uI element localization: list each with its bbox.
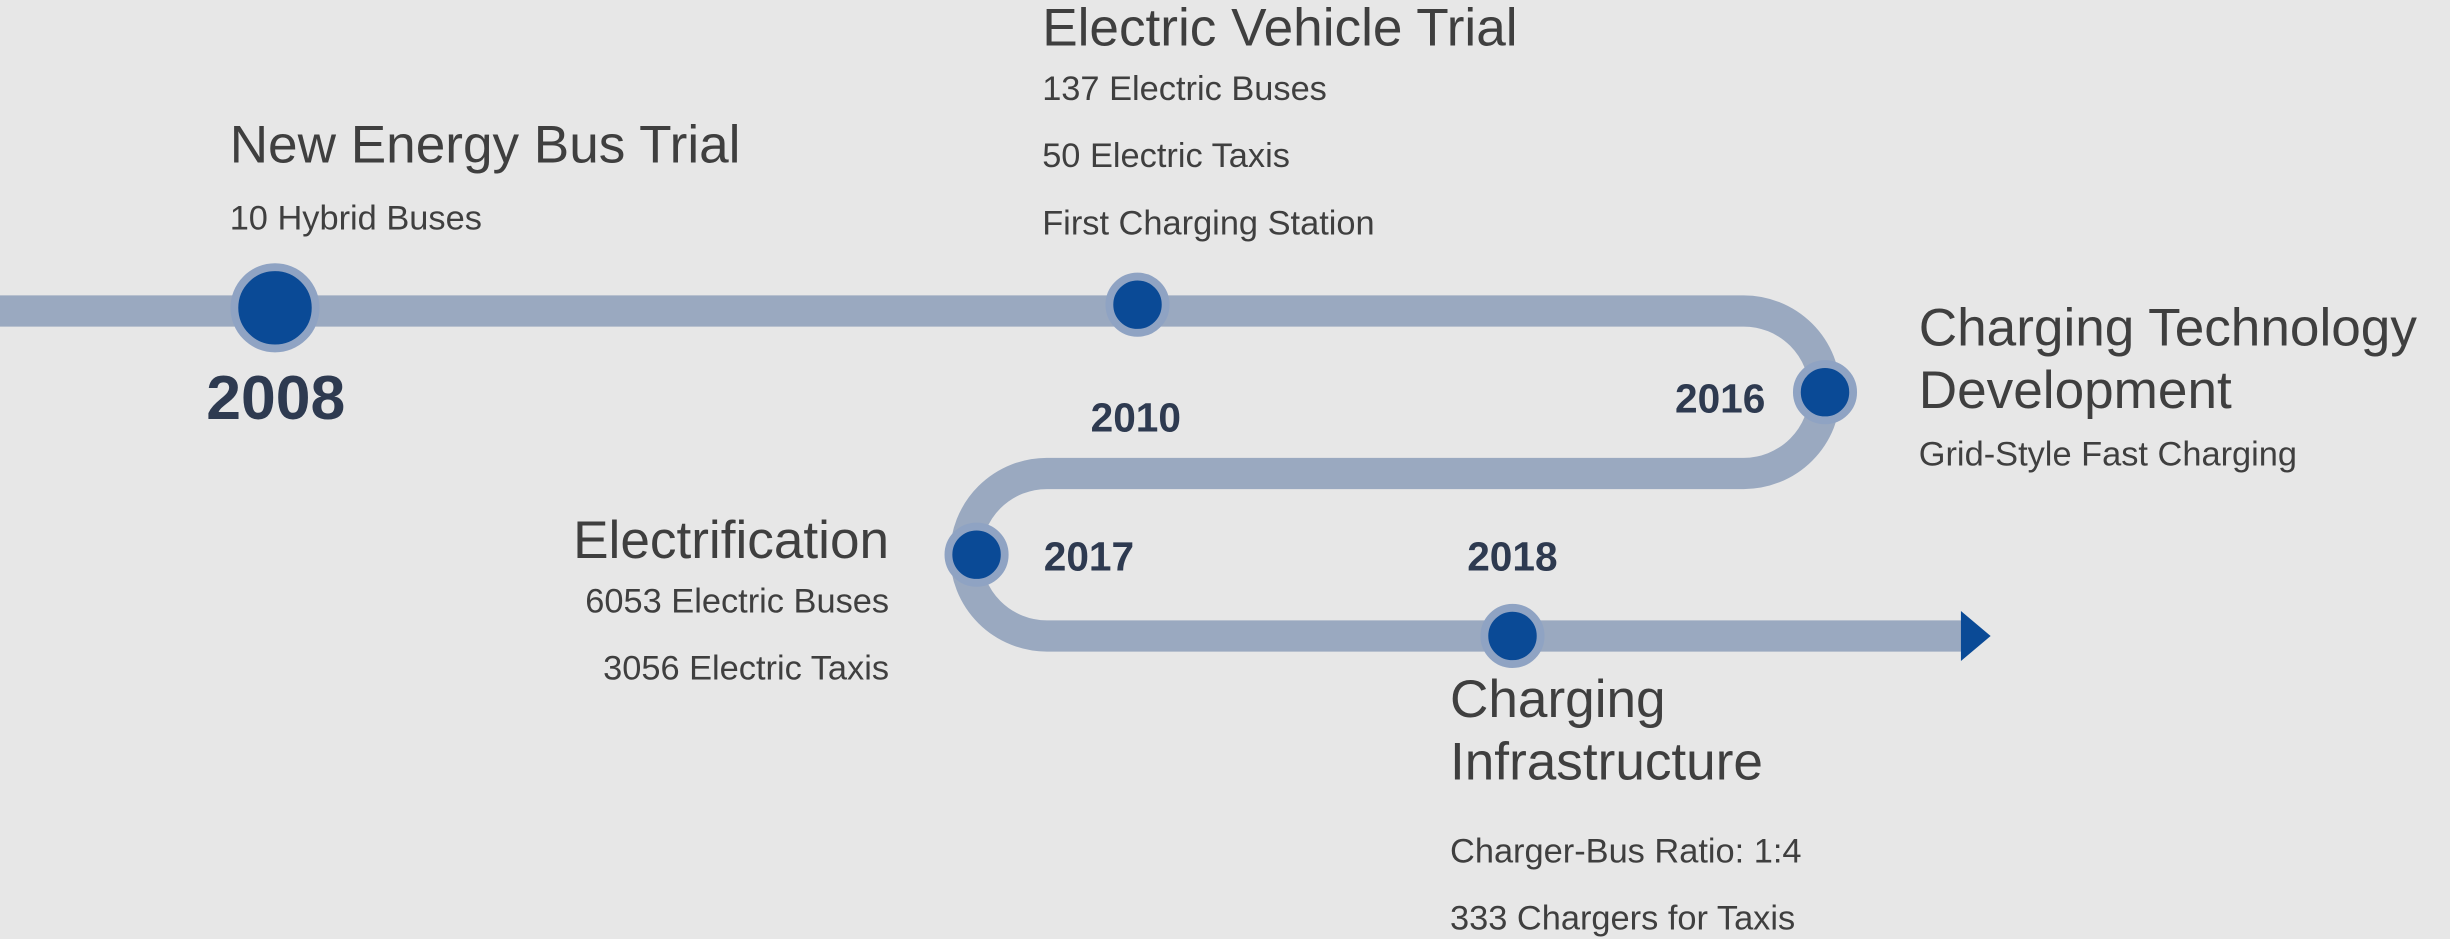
timeline-path [0,295,1963,652]
node [1792,360,1858,425]
milestone-title: Electrification [573,510,890,571]
year-label: 2008 [206,364,346,433]
year-label: 2016 [1675,375,1766,422]
milestone-title: Charging Technology Development [1918,298,2417,421]
milestone-detail: Charger-Bus Ratio: 1:4 [1450,831,1802,871]
milestone-detail: First Charging Station [1042,203,1375,243]
milestone-detail: 137 Electric Buses [1042,68,1327,108]
node [944,522,1009,587]
year-label: 2017 [1043,532,1135,580]
node [1105,272,1170,337]
milestone-title: Charging Infrastructure [1450,670,1763,793]
milestone-detail: 6053 Electric Buses [585,581,890,621]
year-label: 2010 [1090,393,1182,441]
node [1480,603,1545,668]
milestone-detail: 10 Hybrid Buses [229,198,482,238]
milestone-title: Electric Vehicle Trial [1042,0,1518,58]
node [230,263,320,353]
milestone-detail: 333 Chargers for Taxis [1450,898,1796,938]
arrow-head [1960,610,1991,661]
milestone-title: New Energy Bus Trial [229,115,741,175]
milestone-detail: Grid-Style Fast Charging [1918,434,2298,474]
nodes [230,263,1858,668]
year-label: 2018 [1467,532,1558,580]
milestone-detail: 50 Electric Taxis [1042,135,1290,175]
milestone-detail: 3056 Electric Taxis [603,648,890,688]
